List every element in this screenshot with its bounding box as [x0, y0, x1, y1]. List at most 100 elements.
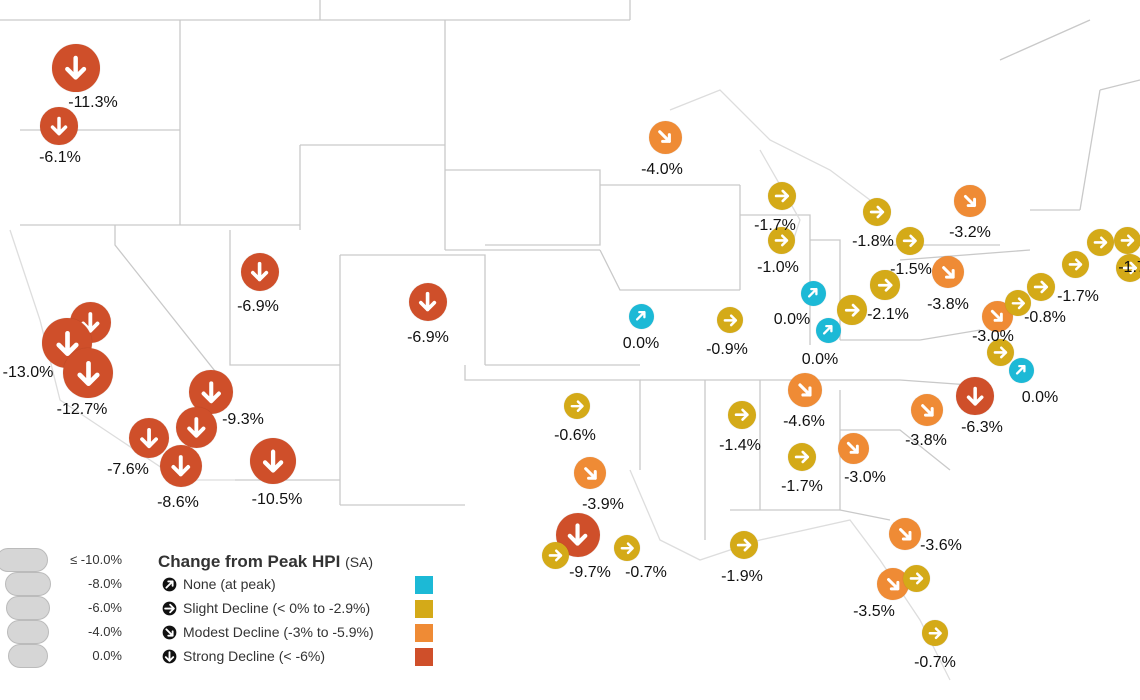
marker-label: -3.9% [582, 496, 624, 513]
marker-slight[interactable] [716, 306, 744, 334]
marker-strong[interactable] [175, 406, 217, 448]
marker-none[interactable] [800, 280, 826, 306]
size-bubble [5, 572, 51, 596]
arrow-down-right-icon [963, 194, 977, 208]
legend-item-slight: Slight Decline (< 0% to -2.9%) [162, 600, 370, 616]
marker-strong[interactable] [408, 282, 448, 322]
marker-none[interactable] [1008, 357, 1034, 383]
size-bubble [0, 548, 48, 572]
arrow-down-right-icon [847, 442, 859, 454]
marker-none[interactable] [628, 303, 654, 329]
marker-slight[interactable] [1026, 272, 1056, 302]
legend: ≤ -10.0% -8.0% -6.0% -4.0% 0.0% Change from … [0, 548, 440, 678]
marker-slight[interactable] [862, 197, 892, 227]
marker-slight[interactable] [767, 181, 797, 211]
marker-slight[interactable] [1113, 226, 1140, 254]
size-label: -6.0% [88, 600, 122, 615]
arrow-down-icon [201, 381, 221, 403]
marker-strong[interactable] [159, 444, 203, 488]
marker-modest[interactable] [837, 432, 869, 464]
marker-slight[interactable] [728, 401, 756, 429]
arrow-down-right-icon [991, 310, 1003, 322]
legend-item-label: None (at peak) [183, 576, 276, 592]
marker-slight[interactable] [837, 295, 867, 325]
size-bubble [7, 620, 49, 644]
marker-label: -6.1% [39, 149, 81, 166]
marker-strong[interactable] [40, 107, 78, 145]
marker-slight[interactable] [1115, 253, 1140, 283]
size-label: ≤ -10.0% [70, 552, 122, 567]
arrow-down-icon [55, 330, 79, 356]
marker-label: -1.7% [754, 217, 796, 234]
marker-slight[interactable] [563, 392, 591, 420]
marker-strong[interactable] [956, 377, 994, 415]
marker-label: -6.9% [237, 298, 279, 315]
arrow-up-right-icon [808, 288, 818, 298]
marker-slight[interactable] [896, 227, 924, 255]
marker-label: -3.6% [920, 537, 962, 554]
arrow-right-icon [570, 400, 584, 412]
arrow-right-icon [928, 627, 942, 639]
arrow-up-right-icon [636, 311, 646, 321]
arrow-down-right-icon [798, 383, 812, 397]
marker-label: -1.9% [721, 568, 763, 585]
marker-modest[interactable] [888, 517, 922, 551]
marker-slight[interactable] [1086, 228, 1114, 256]
marker-none[interactable] [815, 317, 841, 343]
marker-strong[interactable] [128, 417, 170, 459]
marker-modest[interactable] [910, 393, 944, 427]
marker-slight[interactable] [729, 530, 759, 560]
arrow-right-icon [1120, 234, 1134, 246]
marker-slight[interactable] [902, 564, 930, 592]
arrow-right-icon [1068, 258, 1082, 270]
legend-item-label: Slight Decline (< 0% to -2.9%) [183, 600, 371, 616]
marker-slight[interactable] [921, 619, 949, 647]
legend-item-strong: Strong Decline (< -6%) [162, 648, 325, 664]
marker-label: -9.3% [222, 411, 264, 428]
arrow-down-icon [140, 427, 158, 449]
marker-slight[interactable] [870, 270, 900, 300]
marker-label: -6.9% [407, 329, 449, 346]
marker-strong[interactable] [63, 348, 113, 398]
marker-slight[interactable] [787, 442, 817, 472]
arrow-down-icon [262, 449, 284, 473]
arrow-down-icon [419, 292, 437, 312]
marker-label: -8.6% [157, 494, 199, 511]
arrow-right-icon [1122, 261, 1138, 275]
legend-item-modest: Modest Decline (-3% to -5.9%) [162, 624, 374, 640]
marker-label: -0.7% [625, 564, 667, 581]
marker-label: -3.0% [972, 328, 1014, 345]
marker-label: 0.0% [622, 335, 660, 352]
legend-swatch-none [415, 576, 433, 594]
marker-label: 0.0% [1021, 389, 1059, 406]
arrow-down-icon [162, 649, 177, 663]
arrow-right-icon [993, 346, 1007, 358]
size-label: -4.0% [88, 624, 122, 639]
marker-label: -1.4% [719, 437, 761, 454]
marker-strong[interactable] [52, 44, 100, 92]
marker-strong[interactable] [250, 438, 296, 484]
marker-slight[interactable] [1004, 289, 1032, 317]
marker-modest[interactable] [954, 185, 986, 217]
marker-slight[interactable] [767, 226, 795, 254]
marker-modest[interactable] [787, 372, 823, 408]
size-label: 0.0% [92, 648, 122, 663]
marker-label: -3.8% [905, 432, 947, 449]
marker-strong[interactable] [240, 252, 280, 292]
marker-label: -1.7 [1118, 259, 1140, 276]
marker-label: -3.8% [927, 296, 969, 313]
marker-label: 0.0% [773, 311, 811, 328]
arrow-down-right-icon [658, 130, 672, 144]
marker-modest[interactable] [648, 120, 682, 154]
marker-slight[interactable] [541, 541, 569, 569]
marker-slight[interactable] [1061, 250, 1089, 278]
marker-modest[interactable] [931, 255, 965, 289]
marker-label: -7.6% [107, 461, 149, 478]
marker-modest[interactable] [573, 456, 607, 490]
marker-label: -0.7% [914, 654, 956, 671]
legend-title: Change from Peak HPI (SA) [158, 552, 374, 571]
arrow-right-icon [902, 234, 918, 248]
marker-slight[interactable] [986, 338, 1014, 366]
marker-slight[interactable] [613, 534, 641, 562]
marker-label: -2.1% [867, 306, 909, 323]
